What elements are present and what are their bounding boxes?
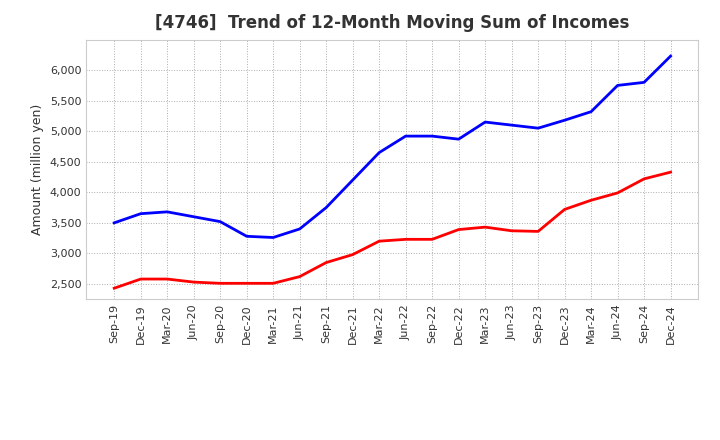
Net Income — [613, 190, 622, 195]
Line: Ordinary Income: Ordinary Income — [114, 56, 670, 238]
Ordinary Income — [269, 235, 277, 240]
Ordinary Income — [508, 122, 516, 128]
Ordinary Income — [534, 125, 542, 131]
Net Income — [560, 207, 569, 212]
Ordinary Income — [243, 234, 251, 239]
Net Income — [163, 276, 171, 282]
Ordinary Income — [189, 214, 198, 220]
Y-axis label: Amount (million yen): Amount (million yen) — [32, 104, 45, 235]
Net Income — [587, 198, 595, 203]
Ordinary Income — [322, 205, 330, 210]
Net Income — [269, 281, 277, 286]
Net Income — [481, 224, 490, 230]
Ordinary Income — [110, 220, 119, 225]
Net Income — [216, 281, 225, 286]
Net Income — [534, 229, 542, 234]
Ordinary Income — [136, 211, 145, 216]
Line: Net Income: Net Income — [114, 172, 670, 288]
Ordinary Income — [401, 133, 410, 139]
Ordinary Income — [560, 117, 569, 123]
Net Income — [322, 260, 330, 265]
Net Income — [640, 176, 649, 182]
Ordinary Income — [587, 109, 595, 114]
Ordinary Income — [375, 150, 384, 155]
Net Income — [136, 276, 145, 282]
Ordinary Income — [428, 133, 436, 139]
Ordinary Income — [348, 177, 357, 183]
Ordinary Income — [163, 209, 171, 214]
Ordinary Income — [295, 226, 304, 231]
Ordinary Income — [666, 53, 675, 59]
Net Income — [428, 237, 436, 242]
Net Income — [454, 227, 463, 232]
Net Income — [666, 169, 675, 175]
Net Income — [110, 286, 119, 291]
Ordinary Income — [613, 83, 622, 88]
Net Income — [508, 228, 516, 234]
Net Income — [348, 252, 357, 257]
Net Income — [375, 238, 384, 244]
Ordinary Income — [454, 136, 463, 142]
Title: [4746]  Trend of 12-Month Moving Sum of Incomes: [4746] Trend of 12-Month Moving Sum of I… — [156, 15, 629, 33]
Net Income — [243, 281, 251, 286]
Ordinary Income — [640, 80, 649, 85]
Net Income — [189, 279, 198, 285]
Net Income — [295, 274, 304, 279]
Ordinary Income — [216, 219, 225, 224]
Ordinary Income — [481, 119, 490, 125]
Net Income — [401, 237, 410, 242]
